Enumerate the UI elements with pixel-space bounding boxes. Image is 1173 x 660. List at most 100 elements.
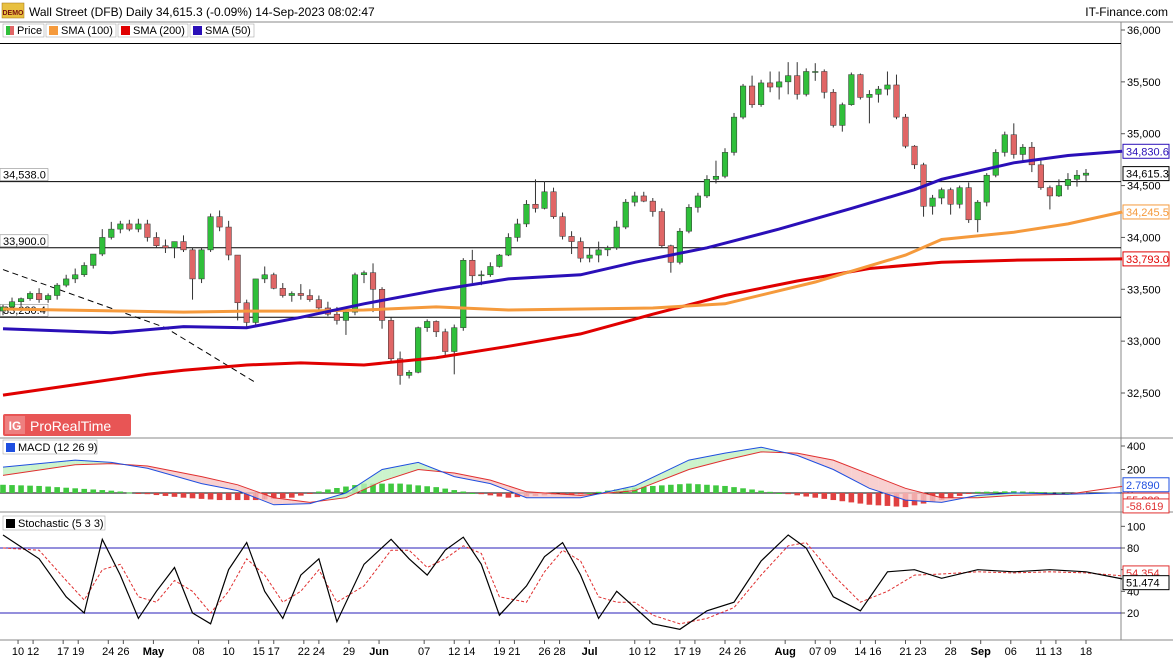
candle-body-110 (992, 152, 999, 176)
macd-hist-bar-25 (225, 493, 232, 501)
candle-body-118 (1064, 179, 1071, 186)
x-tick-label-20: 26 (538, 646, 550, 658)
macd-hist-bar-107 (965, 493, 972, 494)
candle-body-47 (424, 321, 431, 328)
macd-hist-bar-98 (884, 493, 891, 506)
macd-fill-5 (48, 461, 58, 469)
candle-body-1 (8, 301, 16, 308)
macd-hist-bar-87 (785, 493, 791, 495)
x-tick-label-4: 24 (102, 646, 114, 658)
macd-fill-4 (39, 462, 49, 471)
macd-fill-101 (914, 490, 924, 502)
candle-body-38 (342, 311, 349, 321)
stochastic-panel[interactable] (0, 534, 1123, 630)
macd-hist-bar-24 (216, 493, 223, 501)
x-tick-label-5: 26 (117, 646, 129, 658)
macd-hist-bar-51 (460, 491, 467, 493)
macd-hist-bar-111 (1001, 491, 1008, 493)
price-tick-label-4: 34,000 (1127, 232, 1161, 244)
candle-body-13 (117, 223, 124, 230)
macd-hist-bar-54 (487, 493, 494, 496)
candle-body-75 (676, 230, 683, 263)
macd-hist-bar-35 (316, 491, 322, 493)
macd-fill-44 (400, 464, 410, 476)
candle-body-104 (938, 189, 945, 199)
x-tick-label-10: 17 (268, 646, 280, 658)
macd-fill-103 (932, 495, 942, 503)
candle-body-65 (586, 254, 593, 259)
macd-hist-bar-55 (496, 493, 503, 497)
macd-hist-bar-14 (126, 492, 133, 494)
macd-fill-0 (3, 466, 13, 476)
macd-hist-bar-15 (135, 493, 142, 494)
sma200-line (2, 257, 1123, 397)
macd-fill-23 (210, 478, 220, 488)
macd-hist-bar-5 (45, 486, 51, 493)
macd-fill-42 (382, 467, 392, 482)
candle-body-12 (108, 228, 115, 238)
price-tick-label-1: 35,500 (1127, 77, 1161, 89)
candle-body-83 (749, 85, 756, 105)
macd-fill-104 (941, 497, 951, 503)
candle-body-25 (225, 226, 232, 256)
candle-body-44 (397, 358, 404, 376)
macd-hist-bar-47 (424, 486, 430, 493)
candle-body-49 (442, 331, 449, 352)
candle-body-56 (505, 237, 512, 256)
legend-sma200-box[interactable] (117, 23, 189, 38)
macd-hist-bar-23 (207, 493, 214, 500)
macd-hist-bar-33 (298, 493, 304, 496)
candle-body-111 (1001, 134, 1008, 153)
candle-body-46 (415, 327, 422, 373)
x-tick-label-35: 23 (914, 646, 926, 658)
candle-body-72 (649, 200, 656, 212)
x-tick-label-15: 07 (418, 646, 430, 658)
macd-hist-bar-80 (722, 485, 728, 493)
macd-hist-bar-6 (54, 487, 60, 493)
candle-body-4 (36, 293, 43, 300)
x-tick-label-27: 24 (719, 646, 731, 658)
macd-hist-bar-112 (1011, 491, 1017, 493)
macd-tick-label-0: 400 (1127, 441, 1145, 453)
legend-sma50-box[interactable] (189, 23, 255, 38)
x-tick-label-9: 15 (253, 646, 265, 658)
candle-body-19 (171, 241, 178, 249)
macd-hist-bar-52 (469, 493, 476, 494)
macd-panel[interactable] (0, 446, 1123, 508)
candle-body-16 (144, 223, 151, 238)
macd-hist-bar-81 (731, 487, 737, 493)
macd-fill-22 (201, 476, 211, 486)
stoch-label: Stochastic (5 3 3) (2, 515, 106, 531)
candle-body-85 (767, 82, 774, 88)
x-tick-label-41: 18 (1080, 646, 1092, 658)
macd-hist-bar-105 (947, 493, 954, 498)
macd-fill-84 (761, 447, 771, 453)
macd-hist-bar-12 (108, 490, 115, 493)
macd-hist-bar-74 (668, 484, 674, 493)
macd-hist-bar-86 (776, 493, 782, 494)
legend-price: Price (17, 25, 42, 37)
candle-body-76 (685, 207, 692, 232)
sma100-swatch (49, 26, 58, 35)
x-tick-label-37: Sep (971, 646, 991, 658)
macd-hist-bar-78 (704, 484, 710, 493)
x-tick-label-18: 19 (493, 646, 505, 658)
legend-sma100-box[interactable] (45, 23, 117, 38)
x-tick-label-32: 14 (854, 646, 866, 658)
candle-body-86 (776, 81, 783, 88)
macd-fill-53 (481, 478, 491, 484)
x-tick-label-36: 28 (945, 646, 957, 658)
candle-body-80 (721, 152, 729, 177)
candle-body-98 (884, 84, 891, 90)
macd-hist-bar-91 (821, 493, 828, 499)
macd-hist-bar-50 (451, 490, 458, 493)
macd-fill-31 (282, 498, 292, 505)
x-tick-label-40: 13 (1050, 646, 1062, 658)
candle-body-8 (72, 274, 79, 280)
candle-body-107 (965, 187, 972, 221)
candle-body-41 (369, 272, 377, 290)
macd-fill-79 (715, 453, 725, 463)
price-panel[interactable]: 34,538.033,900.033,230.4 (0, 42, 1123, 397)
candle-body-109 (983, 174, 990, 203)
